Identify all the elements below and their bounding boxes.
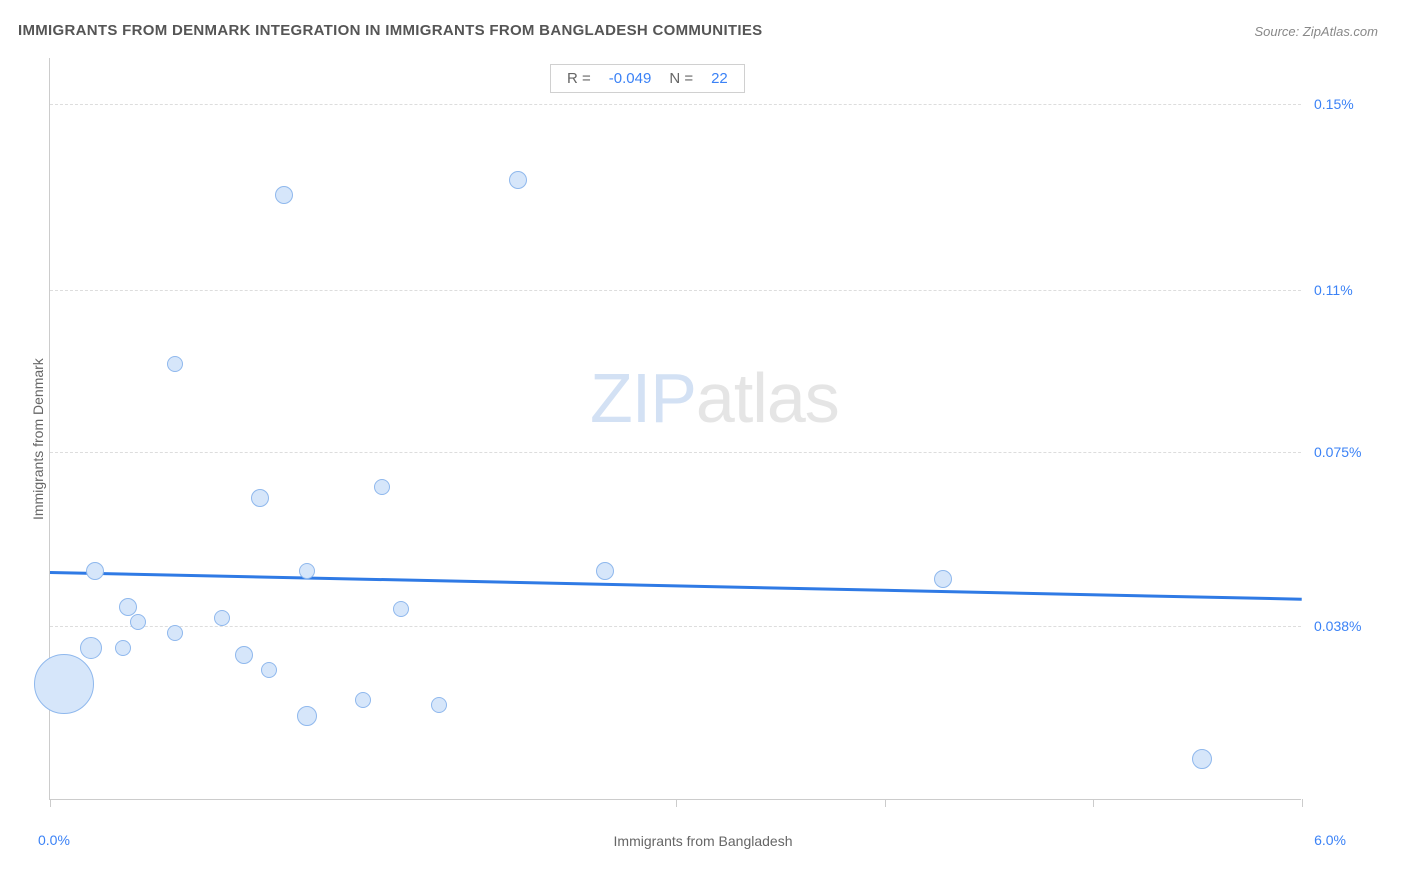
source-label: Source: <box>1254 24 1302 39</box>
source-attribution: Source: ZipAtlas.com <box>1254 24 1378 39</box>
y-tick-label: 0.075% <box>1314 444 1361 460</box>
gridline <box>50 626 1301 627</box>
watermark-atlas: atlas <box>696 359 839 437</box>
watermark: ZIPatlas <box>590 358 839 438</box>
x-tick <box>1302 799 1303 807</box>
data-point <box>355 692 371 708</box>
data-point <box>34 654 94 714</box>
data-point <box>235 646 253 664</box>
y-tick-label: 0.11% <box>1314 282 1353 298</box>
n-value: 22 <box>711 70 728 87</box>
data-point <box>596 562 614 580</box>
data-point <box>934 570 952 588</box>
data-point <box>509 171 527 189</box>
data-point <box>299 563 315 579</box>
data-point <box>393 601 409 617</box>
x-tick <box>885 799 886 807</box>
r-value: -0.049 <box>609 70 652 87</box>
x-tick <box>1093 799 1094 807</box>
x-max-label: 6.0% <box>1314 832 1346 848</box>
stats-box: R = -0.049 N = 22 <box>550 64 745 93</box>
y-tick-label: 0.038% <box>1314 618 1361 634</box>
data-point <box>431 697 447 713</box>
data-point <box>86 562 104 580</box>
data-point <box>167 625 183 641</box>
data-point <box>115 640 131 656</box>
data-point <box>80 637 102 659</box>
data-point <box>275 186 293 204</box>
data-point <box>214 610 230 626</box>
x-axis-title: Immigrants from Bangladesh <box>614 833 793 849</box>
data-point <box>1192 749 1212 769</box>
source-value: ZipAtlas.com <box>1303 24 1378 39</box>
y-axis-title: Immigrants from Denmark <box>30 358 46 520</box>
scatter-plot-area: ZIPatlas R = -0.049 N = 22 0.038%0.075%0… <box>49 58 1301 800</box>
gridline <box>50 452 1301 453</box>
data-point <box>167 356 183 372</box>
data-point <box>251 489 269 507</box>
gridline <box>50 104 1301 105</box>
data-point <box>297 706 317 726</box>
data-point <box>130 614 146 630</box>
data-point <box>374 479 390 495</box>
y-tick-label: 0.15% <box>1314 96 1354 112</box>
watermark-zip: ZIP <box>590 359 696 437</box>
x-tick <box>676 799 677 807</box>
data-point <box>261 662 277 678</box>
chart-title: IMMIGRANTS FROM DENMARK INTEGRATION IN I… <box>18 22 762 39</box>
regression-line <box>50 571 1302 600</box>
x-min-label: 0.0% <box>38 832 70 848</box>
x-tick <box>50 799 51 807</box>
r-label: R = <box>567 70 591 87</box>
gridline <box>50 290 1301 291</box>
n-label: N = <box>669 70 693 87</box>
data-point <box>119 598 137 616</box>
